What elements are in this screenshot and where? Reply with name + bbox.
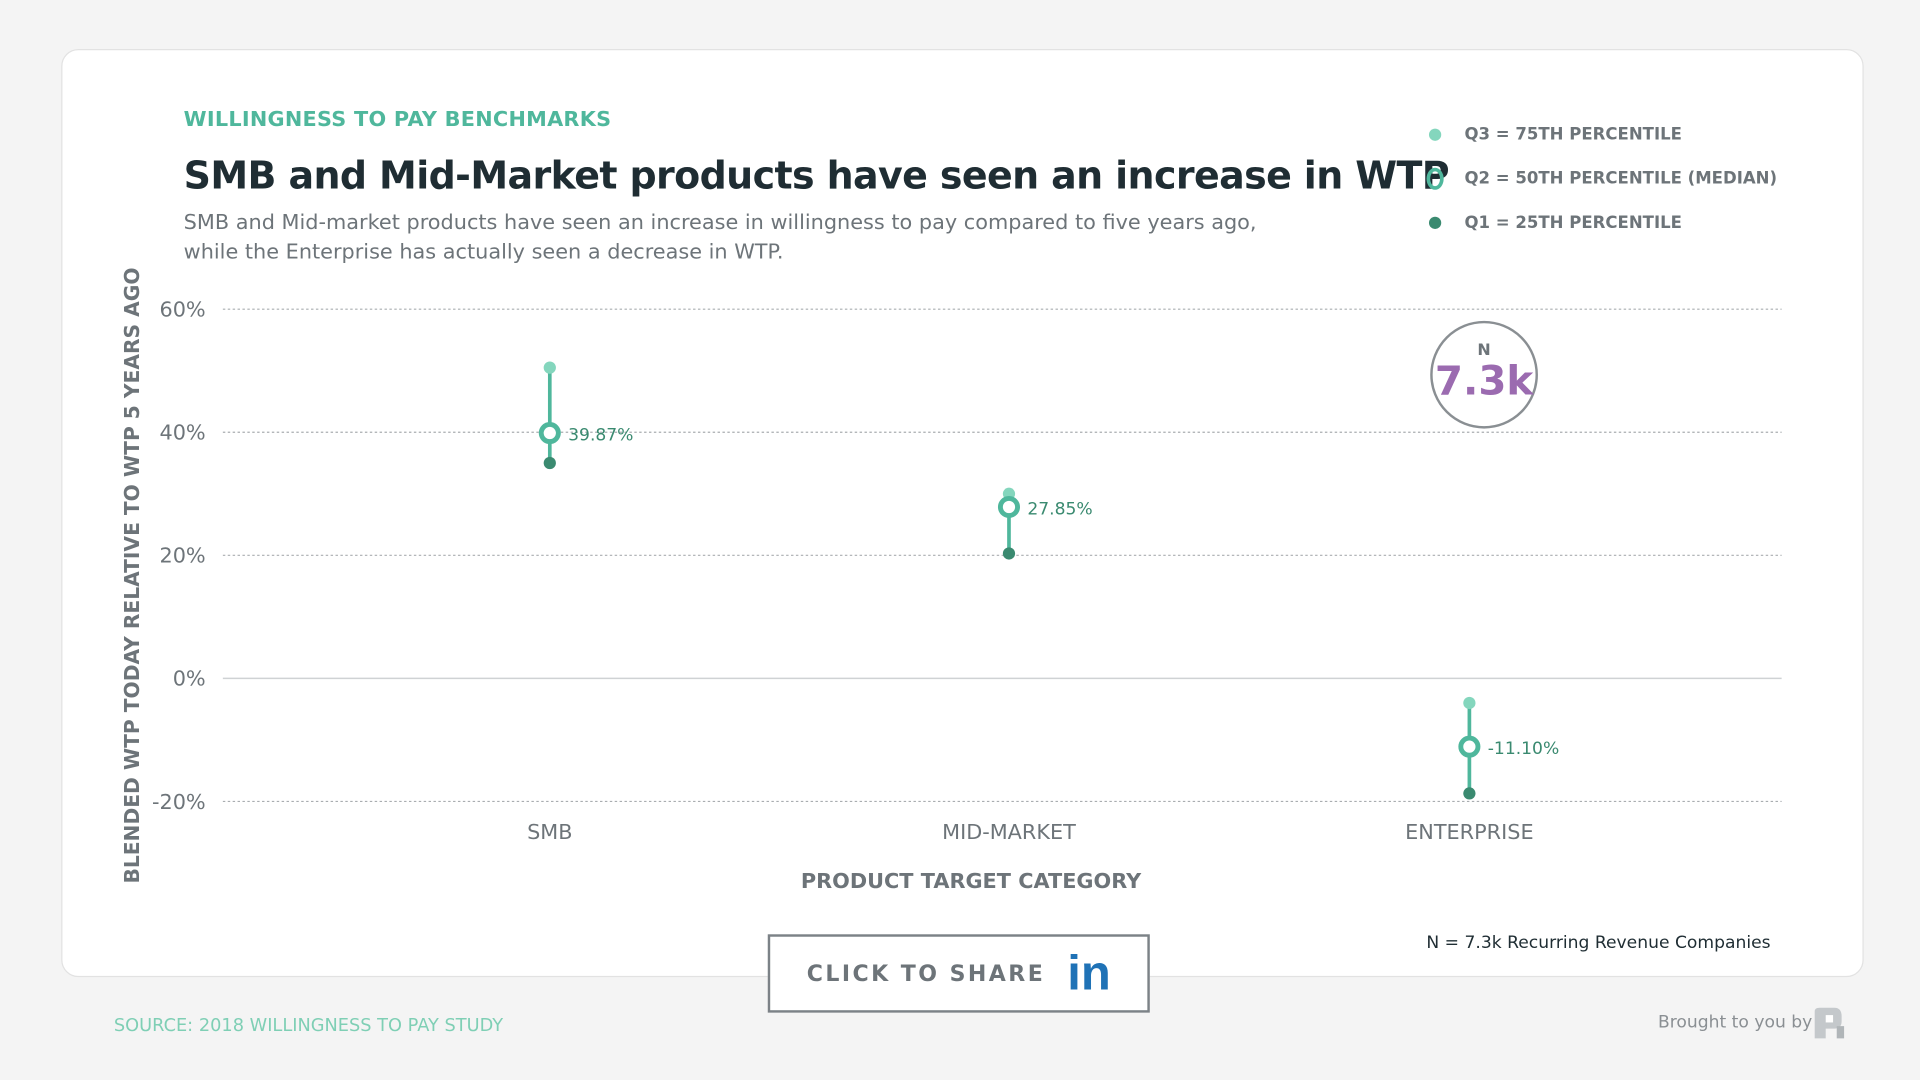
x-tick-label: SMB <box>527 820 572 844</box>
legend-item-q1: Q1 = 25TH PERCENTILE <box>1427 201 1778 245</box>
chart-title: SMB and Mid-Market products have seen an… <box>183 154 1450 199</box>
x-axis-label: PRODUCT TARGET CATEGORY <box>800 869 1142 894</box>
median-point <box>1458 735 1481 758</box>
y-tick-label: 40% <box>159 421 205 445</box>
legend-label: Q3 = 75TH PERCENTILE <box>1464 124 1682 145</box>
q1-point <box>1002 547 1016 560</box>
y-tick-label: 0% <box>173 667 206 691</box>
chart-card <box>61 48 1864 978</box>
brought-by-text: Brought to you by <box>1657 1012 1813 1033</box>
share-linkedin-button[interactable]: CLICK TO SHARE in <box>767 934 1150 1013</box>
median-point <box>997 495 1021 519</box>
median-data-label: -11.10% <box>1488 739 1559 759</box>
median-data-label: 39.87% <box>568 425 633 445</box>
legend: Q3 = 75TH PERCENTILE Q2 = 50TH PERCENTIL… <box>1426 113 1778 245</box>
sample-note: N = 7.3k Recurring Revenue Companies <box>1426 933 1771 953</box>
legend-dot-icon <box>1428 128 1442 141</box>
q3-point <box>543 361 556 374</box>
y-tick-label: 60% <box>159 298 205 322</box>
badge-label: N <box>1477 341 1491 361</box>
y-axis-label: BLENDED WTP TODAY RELATIVE TO WTP 5 YEAR… <box>120 267 144 884</box>
q1-point <box>1463 787 1476 800</box>
kicker: WILLINGNESS TO PAY BENCHMARKS <box>183 107 612 133</box>
median-data-label: 27.85% <box>1027 499 1092 519</box>
sample-size-badge: N 7.3k <box>1430 320 1538 429</box>
q1-point <box>543 456 556 470</box>
share-label: CLICK TO SHARE <box>806 960 1046 987</box>
median-point <box>538 422 561 445</box>
brand-logo-icon <box>1812 1007 1849 1046</box>
legend-dot-icon <box>1428 216 1442 229</box>
legend-label: Q1 = 25TH PERCENTILE <box>1464 213 1682 233</box>
chart-subtitle: SMB and Mid-market products have seen an… <box>183 210 1257 265</box>
y-tick-label: -20% <box>152 790 206 814</box>
legend-ring-icon <box>1426 167 1444 190</box>
q3-point <box>1463 696 1476 710</box>
linkedin-icon: in <box>1067 946 1111 1001</box>
legend-item-q3: Q3 = 75TH PERCENTILE <box>1427 113 1778 157</box>
badge-value: 7.3k <box>1434 356 1534 405</box>
legend-label: Q2 = 50TH PERCENTILE (MEDIAN) <box>1464 168 1778 189</box>
legend-item-q2: Q2 = 50TH PERCENTILE (MEDIAN) <box>1426 157 1778 201</box>
y-tick-label: 20% <box>159 544 205 568</box>
x-tick-label: ENTERPRISE <box>1405 820 1533 844</box>
x-tick-label: MID-MARKET <box>942 820 1076 844</box>
source-text: SOURCE: 2018 WILLINGNESS TO PAY STUDY <box>113 1016 504 1036</box>
